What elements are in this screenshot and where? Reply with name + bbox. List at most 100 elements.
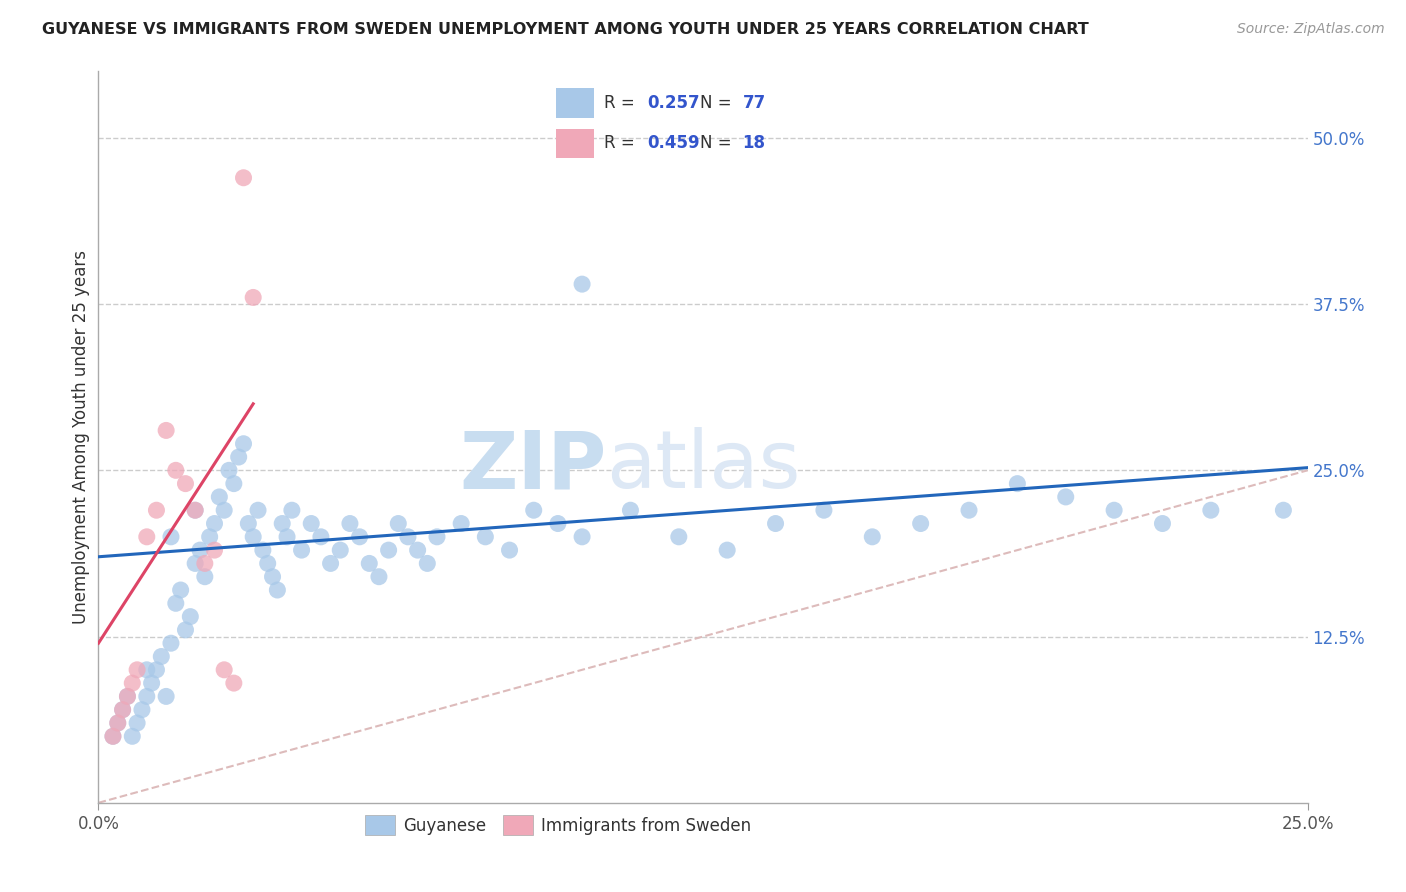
Point [571,277,593,292]
Point [547,516,569,531]
Point [1199,503,1222,517]
Legend: Guyanese, Immigrants from Sweden: Guyanese, Immigrants from Sweden [359,808,758,842]
Point [359,557,381,571]
Point [1152,516,1174,531]
Point [309,530,332,544]
Point [396,530,419,544]
Point [145,503,167,517]
Point [339,516,361,531]
Point [117,690,139,704]
Point [377,543,399,558]
Point [474,530,496,544]
Point [262,570,284,584]
Point [571,530,593,544]
Point [252,543,274,558]
Point [450,516,472,531]
Y-axis label: Unemployment Among Youth under 25 years: Unemployment Among Youth under 25 years [72,250,90,624]
Point [111,703,134,717]
Point [668,530,690,544]
Text: ZIP: ZIP [458,427,606,506]
Point [204,543,226,558]
Point [238,516,260,531]
Point [222,676,245,690]
Point [135,690,157,704]
Point [232,170,254,185]
Point [107,716,129,731]
Point [184,503,207,517]
Point [165,463,187,477]
Point [101,729,124,743]
Point [101,729,124,743]
Point [107,716,129,731]
Point [155,690,177,704]
Point [111,703,134,717]
Point [299,516,322,531]
Point [174,623,197,637]
Point [160,530,183,544]
Point [716,543,738,558]
Point [135,663,157,677]
Point [765,516,787,531]
Point [329,543,352,558]
Point [619,503,641,517]
Point [523,503,546,517]
Text: GUYANESE VS IMMIGRANTS FROM SWEDEN UNEMPLOYMENT AMONG YOUTH UNDER 25 YEARS CORRE: GUYANESE VS IMMIGRANTS FROM SWEDEN UNEMP… [42,22,1088,37]
Point [127,716,149,731]
Point [218,463,240,477]
Point [1272,503,1295,517]
Point [179,609,201,624]
Point [150,649,173,664]
Point [242,530,264,544]
Point [198,530,221,544]
Point [127,663,149,677]
Point [319,557,342,571]
Point [813,503,835,517]
Point [145,663,167,677]
Point [426,530,449,544]
Point [208,490,231,504]
Point [169,582,191,597]
Point [910,516,932,531]
Point [117,690,139,704]
Point [957,503,980,517]
Point [256,557,278,571]
Point [184,503,207,517]
Point [141,676,163,690]
Point [155,424,177,438]
Point [121,676,143,690]
Point [1054,490,1077,504]
Point [228,450,250,464]
Point [232,436,254,450]
Point [281,503,304,517]
Point [121,729,143,743]
Point [416,557,439,571]
Point [1007,476,1029,491]
Point [204,516,226,531]
Point [247,503,270,517]
Point [290,543,312,558]
Point [1102,503,1125,517]
Point [860,530,883,544]
Point [160,636,183,650]
Text: Source: ZipAtlas.com: Source: ZipAtlas.com [1237,22,1385,37]
Point [174,476,197,491]
Point [212,663,235,677]
Point [349,530,371,544]
Point [271,516,294,531]
Point [165,596,187,610]
Point [498,543,520,558]
Point [368,570,391,584]
Point [194,557,217,571]
Point [188,543,211,558]
Point [131,703,153,717]
Point [184,557,207,571]
Point [406,543,429,558]
Point [276,530,298,544]
Point [135,530,157,544]
Point [266,582,288,597]
Text: atlas: atlas [606,427,800,506]
Point [242,290,264,304]
Point [212,503,235,517]
Point [194,570,217,584]
Point [222,476,245,491]
